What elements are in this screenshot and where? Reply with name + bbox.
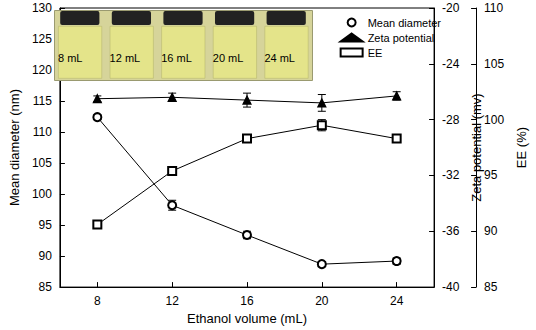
svg-text:100: 100 <box>484 113 504 127</box>
svg-text:105: 105 <box>32 156 52 170</box>
svg-text:110: 110 <box>484 1 503 15</box>
svg-text:12: 12 <box>165 294 179 308</box>
svg-text:Ethanol volume (mL): Ethanol volume (mL) <box>187 311 307 326</box>
svg-text:Zeta potential (mv): Zeta potential (mv) <box>469 93 485 202</box>
svg-text:20 mL: 20 mL <box>213 52 244 64</box>
svg-text:-40: -40 <box>442 280 460 294</box>
svg-text:120: 120 <box>32 63 52 77</box>
svg-text:Mean diameter: Mean diameter <box>368 17 442 29</box>
svg-text:24 mL: 24 mL <box>264 52 295 64</box>
svg-text:Mean diameter (nm): Mean diameter (nm) <box>7 89 22 206</box>
svg-text:95: 95 <box>484 168 498 182</box>
svg-text:8 mL: 8 mL <box>58 52 82 64</box>
svg-text:90: 90 <box>39 249 53 263</box>
svg-text:105: 105 <box>484 57 504 71</box>
svg-text:-32: -32 <box>442 168 460 182</box>
svg-text:20: 20 <box>315 294 329 308</box>
svg-text:-24: -24 <box>442 57 460 71</box>
svg-text:EE (%): EE (%) <box>514 127 529 168</box>
svg-text:24: 24 <box>390 294 404 308</box>
svg-text:-36: -36 <box>442 224 460 238</box>
svg-text:95: 95 <box>39 218 53 232</box>
svg-text:8: 8 <box>94 294 101 308</box>
svg-text:100: 100 <box>32 187 52 201</box>
svg-text:85: 85 <box>484 280 498 294</box>
svg-text:85: 85 <box>39 280 53 294</box>
svg-text:16 mL: 16 mL <box>161 52 192 64</box>
svg-text:EE: EE <box>368 47 383 59</box>
svg-text:Zeta potential: Zeta potential <box>368 32 435 44</box>
svg-text:110: 110 <box>33 125 52 139</box>
svg-text:90: 90 <box>484 224 498 238</box>
svg-text:16: 16 <box>240 294 254 308</box>
svg-text:12 mL: 12 mL <box>110 52 141 64</box>
svg-text:-28: -28 <box>442 113 460 127</box>
svg-text:130: 130 <box>32 1 52 15</box>
svg-text:125: 125 <box>32 32 52 46</box>
svg-text:-20: -20 <box>442 1 460 15</box>
svg-text:115: 115 <box>33 94 52 108</box>
